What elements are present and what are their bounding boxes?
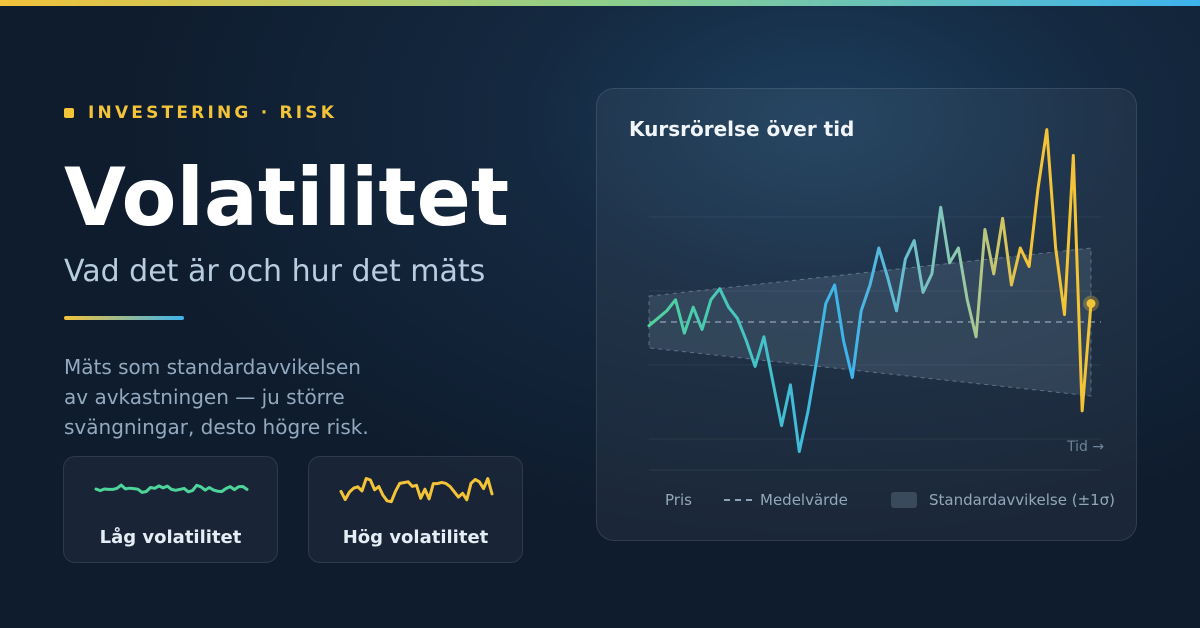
title-underline [64,316,184,320]
description-line: av avkastningen — ju större [64,385,345,409]
top-accent-bar [0,0,1200,6]
chart-title: Kursrörelse över tid [629,117,855,141]
description-line: Mäts som standardavvikelsen [64,355,361,379]
legend-label-mean: Medelvärde [760,491,848,509]
legend-label-std: Standardavvikelse (±1σ) [929,491,1116,509]
low-volatility-line [94,483,249,494]
x-axis-label: Tid → [1067,439,1105,455]
low-volatility-sparkline [94,483,249,494]
low-volatility-card: Låg volatilitet [63,456,278,563]
end-point-marker [1086,299,1096,308]
tag-text: INVESTERING · RISK [88,103,338,123]
legend-item-price: Pris [665,491,692,509]
legend-dash-icon [724,499,752,501]
high-volatility-line [339,477,494,504]
page-title: Volatilitet [64,151,510,244]
legend-item-mean: Medelvärde [724,491,848,509]
description-line: svängningar, desto högre risk. [64,415,369,439]
chart-panel: Kursrörelse över tid Tid → Pris Medelvär… [596,88,1137,541]
high-volatility-label: Hög volatilitet [342,527,489,548]
legend-item-std: Standardavvikelse (±1σ) [891,491,1115,509]
price-chart [647,128,1101,471]
description: Mäts som standardavvikelsen av avkastnin… [64,352,424,442]
legend-label-price: Pris [665,491,692,509]
category-tag: INVESTERING · RISK [64,103,337,123]
page-subtitle: Vad det är och hur det mäts [64,254,486,289]
high-volatility-sparkline [339,477,494,504]
price-series-line [647,128,1093,453]
low-volatility-label: Låg volatilitet [99,527,242,548]
legend-band-icon [891,492,917,508]
grid-lines [649,216,1101,471]
tag-dot-icon [64,108,74,118]
high-volatility-card: Hög volatilitet [308,456,523,563]
